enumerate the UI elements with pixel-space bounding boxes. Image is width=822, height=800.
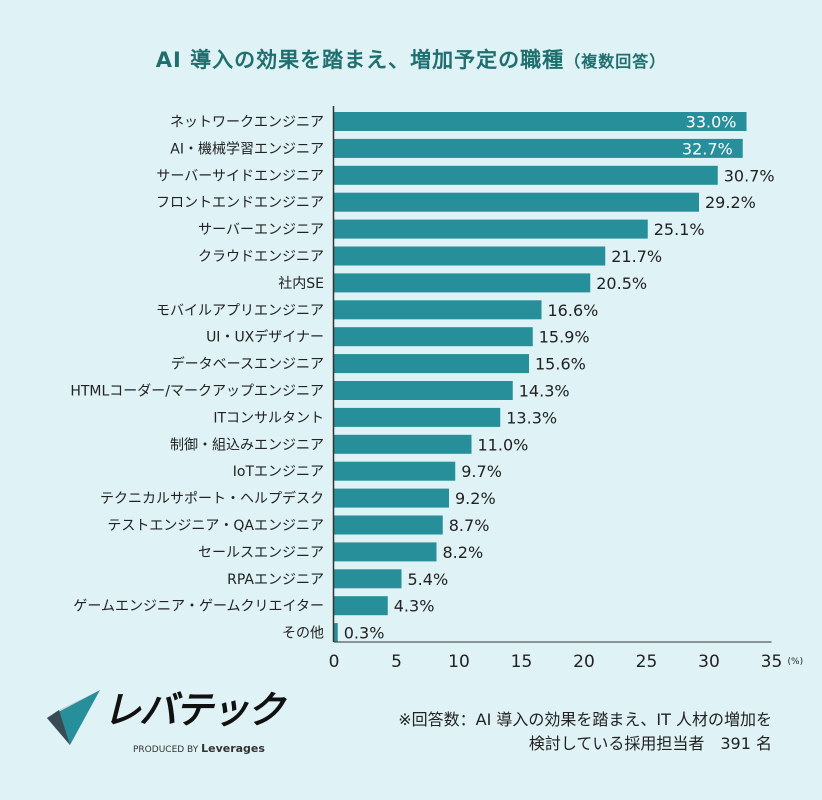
bar <box>334 219 648 239</box>
logo-text: レバテック <box>103 688 285 732</box>
bar <box>334 192 699 212</box>
category-label: サーバーサイドエンジニア <box>156 168 324 184</box>
value-label: 30.7% <box>724 166 775 185</box>
bar <box>334 165 718 185</box>
bar <box>334 246 606 266</box>
category-label: AI・機械学習エンジニア <box>170 141 324 157</box>
category-label: その他 <box>282 626 324 642</box>
category-label: データベースエンジニア <box>171 356 324 373</box>
logo-sub-brand: Leverages <box>201 742 265 755</box>
bar <box>334 407 501 427</box>
value-label: 13.3% <box>506 408 557 427</box>
category-label: 社内SE <box>278 276 324 292</box>
bar <box>334 112 747 131</box>
bar <box>334 381 513 400</box>
logo-mark-icon <box>47 690 100 745</box>
bar <box>334 327 533 347</box>
x-tick-label: 30 <box>698 652 720 672</box>
bar <box>334 434 472 454</box>
value-label: 32.7% <box>682 139 733 158</box>
chart-title: AI 導入の効果を踏まえ、増加予定の職種（複数回答） <box>0 44 822 74</box>
category-label: RPAエンジニア <box>227 572 324 588</box>
footnote-line-1: ※回答数：AI 導入の効果を踏まえ、IT 人材の増加を <box>398 710 772 729</box>
logo-sub: PRODUCED BY Leverages <box>133 742 265 757</box>
category-label: テストエンジニア・QAエンジニア <box>107 518 324 534</box>
bar <box>334 354 529 374</box>
bar <box>334 596 388 616</box>
x-tick-label: 5 <box>391 652 402 672</box>
x-tick-label: 0 <box>329 652 340 672</box>
bar-chart: ネットワークエンジニア 33.0% AI・機械学習エンジニア 32.7% サーバーサイド… <box>70 106 804 672</box>
bar <box>334 623 338 643</box>
x-unit-label: (%) <box>788 657 804 667</box>
x-tick-label: 20 <box>573 652 595 672</box>
x-tick-label: 15 <box>511 652 533 672</box>
value-label: 14.3% <box>519 382 570 401</box>
category-label: HTMLコーダー/マークアップエンジニア <box>70 384 324 400</box>
footnote: ※回答数：AI 導入の効果を踏まえ、IT 人材の増加を 検討している採用担当者 … <box>300 708 772 756</box>
category-label: IoTエンジニア <box>233 464 324 480</box>
category-label: テクニカルサポート・ヘルプデスク <box>100 490 324 507</box>
title-text: AI 導入の効果を踏まえ、増加予定の職種 <box>155 48 565 72</box>
bar <box>334 461 456 481</box>
value-label: 15.6% <box>535 355 586 374</box>
bar <box>334 138 743 158</box>
footnote-line-2: 検討している採用担当者 391 名 <box>528 734 772 753</box>
subtitle: （複数回答） <box>564 52 667 71</box>
value-label: 25.1% <box>654 220 705 239</box>
x-tick-label: 25 <box>636 652 658 672</box>
value-label: 9.2% <box>455 489 496 508</box>
levtech-logo: レバテック PRODUCED BY Leverages <box>45 688 285 764</box>
value-label: 33.0% <box>686 113 737 132</box>
bar <box>334 515 443 535</box>
bar <box>334 542 437 562</box>
x-tick-label: 35 <box>761 652 783 672</box>
value-label: 16.6% <box>548 301 599 320</box>
value-label: 21.7% <box>611 247 662 266</box>
category-label: モバイルアプリエンジニア <box>156 303 324 319</box>
category-label: UI・UXデザイナー <box>206 329 324 346</box>
bar <box>334 569 402 589</box>
bar <box>334 300 542 320</box>
value-label: 8.2% <box>443 543 484 562</box>
value-label: 29.2% <box>705 193 756 212</box>
category-label: セールスエンジニア <box>198 545 324 561</box>
category-label: クラウドエンジニア <box>198 249 324 265</box>
bar <box>334 273 591 293</box>
x-tick-label: 10 <box>448 652 470 672</box>
value-label: 8.7% <box>449 516 490 535</box>
category-label: ゲームエンジニア・ゲームクリエイター <box>73 599 324 615</box>
value-label: 5.4% <box>408 570 449 589</box>
value-label: 11.0% <box>478 435 529 454</box>
bar <box>334 488 449 508</box>
logo-sub-prefix: PRODUCED BY <box>133 745 199 755</box>
category-label: 制御・組込みエンジニア <box>170 437 324 453</box>
value-label: 15.9% <box>539 328 590 347</box>
value-label: 20.5% <box>596 274 647 293</box>
category-label: サーバーエンジニア <box>198 222 324 238</box>
value-label: 9.7% <box>461 462 502 481</box>
value-label: 0.3% <box>344 624 385 643</box>
value-label: 4.3% <box>394 597 435 616</box>
category-label: ネットワークエンジニア <box>170 115 324 131</box>
category-label: フロントエンドエンジニア <box>156 195 324 211</box>
category-label: ITコンサルタント <box>213 410 324 426</box>
